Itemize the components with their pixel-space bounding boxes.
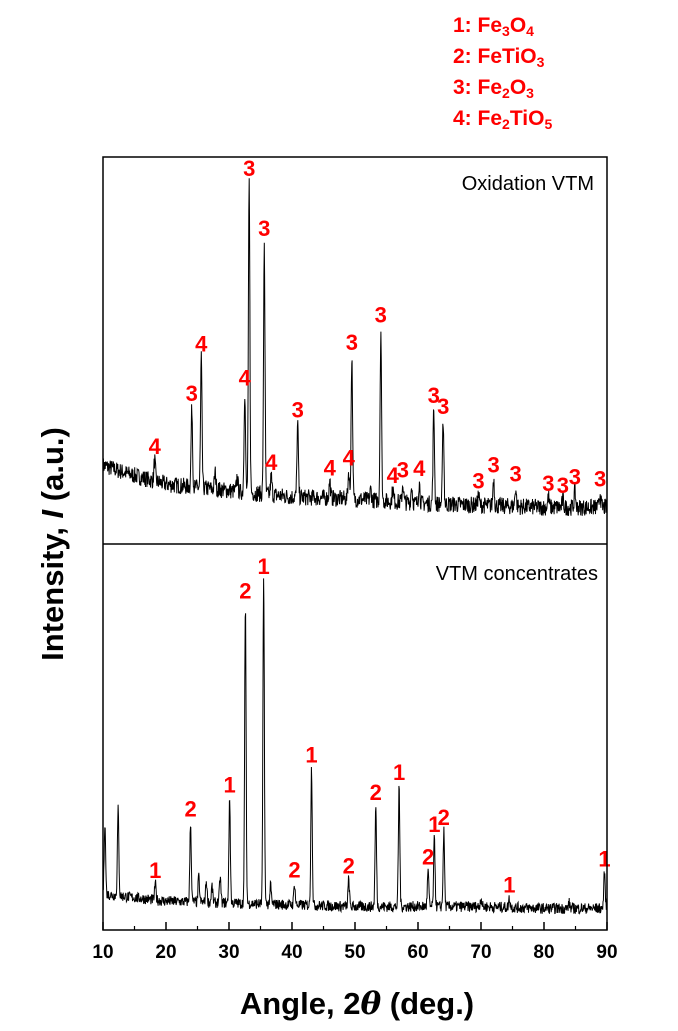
x-tick-label: 30 [218,942,239,963]
legend-item-2: 2: FeTiO3 [453,45,545,70]
x-tick-label: 60 [407,942,428,963]
peak-label: 3 [542,471,554,496]
x-axis-label: Angle, 2θ (deg.) [240,986,474,1022]
peak-label: 4 [195,332,208,357]
legend-item-1: 1: Fe3O4 [453,14,534,39]
peak-label: 1 [503,872,515,897]
peak-label: 1 [393,760,405,785]
peak-label: 2 [239,579,251,604]
x-tick-label: 50 [344,942,365,963]
peak-label: 3 [186,381,198,406]
peak-label: 3 [569,465,581,490]
peak-label: 4 [387,463,400,488]
peak-label: 3 [557,473,569,498]
peak-label: 3 [375,303,387,328]
peak-label: 3 [346,330,358,355]
peak-label: 3 [472,469,484,494]
peak-label: 3 [428,383,440,408]
peak-label: 2 [422,845,434,870]
peak-label: 4 [343,446,356,471]
peak-label: 2 [184,797,196,822]
peak-label: 1 [598,846,610,871]
x-tick-label: 90 [596,942,617,963]
xrd-trace [102,578,608,915]
peak-label: 3 [292,398,304,423]
peak-label: 3 [397,457,409,482]
x-tick-label: 10 [92,942,113,963]
x-tick-label: 70 [470,942,491,963]
peak-label: 2 [438,805,450,830]
peak-label: 3 [594,467,606,492]
peak-label: 1 [428,812,440,837]
peak-label: 4 [265,450,278,475]
peak-label: 1 [305,743,317,768]
peak-label: 3 [437,394,449,419]
y-axis-label: Intensity, I (a.u.) [35,427,70,661]
xrd-trace [102,178,608,516]
legend-item-3: 3: Fe2O3 [453,76,534,101]
peak-label: 3 [487,452,499,477]
peak-label: 4 [324,455,337,480]
peak-label: 4 [413,456,426,481]
peak-label: 1 [223,773,235,798]
peak-label: 1 [257,554,269,579]
legend-item-4: 4: Fe2TiO5 [453,107,553,132]
peak-label: 4 [149,434,162,459]
peak-label: 2 [343,853,355,878]
peak-label: 3 [258,216,270,241]
peak-label: 3 [243,156,255,181]
peak-label: 1 [149,858,161,883]
x-tick-label: 20 [155,942,176,963]
x-tick-label: 80 [533,942,554,963]
x-tick-label: 40 [281,942,302,963]
peak-label: 4 [239,365,252,390]
panel-title: Oxidation VTM [462,173,594,195]
peak-label: 2 [288,857,300,882]
panel-title: VTM concentrates [436,563,598,585]
peak-label: 2 [370,780,382,805]
peak-label: 3 [509,462,521,487]
